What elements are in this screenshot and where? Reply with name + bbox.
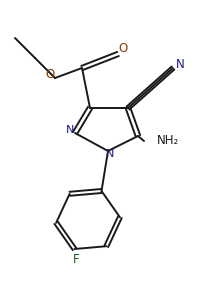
Text: N: N bbox=[106, 149, 114, 159]
Text: N: N bbox=[66, 125, 74, 135]
Text: N: N bbox=[176, 57, 184, 71]
Text: O: O bbox=[118, 43, 128, 55]
Text: NH₂: NH₂ bbox=[157, 134, 179, 148]
Text: O: O bbox=[45, 69, 55, 82]
Text: F: F bbox=[73, 253, 80, 265]
